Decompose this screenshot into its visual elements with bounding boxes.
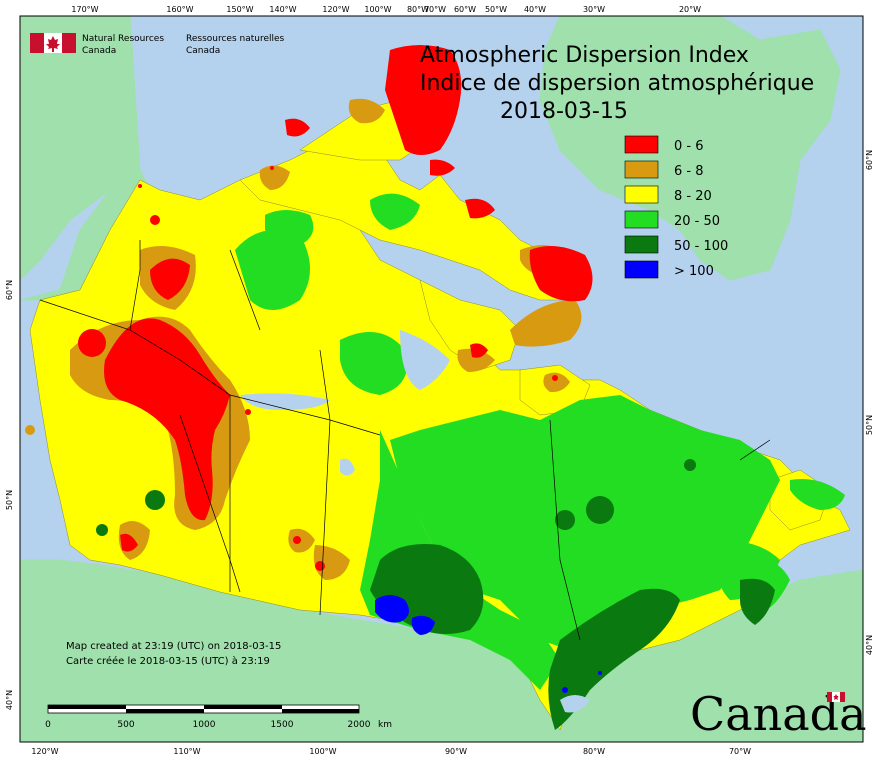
legend-swatch-over-100 (624, 260, 659, 279)
bottom-tick-label: 80°W (583, 747, 605, 756)
top-tick-label: 50°W (485, 5, 507, 14)
left-latitude-ticks: 60°N 50°N 40°N (5, 280, 14, 710)
index-over-100-regions (375, 595, 602, 693)
top-tick-label: 30°W (583, 5, 605, 14)
right-tick-label: 60°N (865, 150, 874, 170)
canada-wordmark: Canada (690, 687, 867, 741)
bottom-tick-label: 110°W (173, 747, 200, 756)
top-tick-label: 140°W (269, 5, 296, 14)
top-tick-label: 20°W (679, 5, 701, 14)
scale-label: 1500 (271, 720, 294, 730)
legend-label-over-100: > 100 (674, 264, 714, 279)
map-created-note-en: Map created at 23:19 (UTC) on 2018-03-15 (66, 641, 281, 652)
land-outside-canada (19, 15, 864, 743)
nrcan-flag-logo (30, 33, 76, 53)
legend: 0 - 6 6 - 8 8 - 20 20 - 50 50 - 100 > 10… (624, 135, 728, 279)
top-tick-label: 170°W (71, 5, 98, 14)
legend-swatch-20-50 (624, 210, 659, 229)
org-name-en-line2: Canada (82, 46, 116, 56)
map-title-en: Atmospheric Dispersion Index (420, 43, 749, 68)
legend-label-20-50: 20 - 50 (674, 214, 720, 229)
bottom-tick-label: 100°W (309, 747, 336, 756)
top-tick-label: 60°W (454, 5, 476, 14)
left-tick-label: 50°N (5, 490, 14, 510)
legend-swatch-8-20 (624, 185, 659, 204)
map-border (19, 15, 864, 743)
top-tick-label: 150°W (226, 5, 253, 14)
province-borders (39, 240, 771, 641)
left-tick-label: 40°N (5, 690, 14, 710)
scale-label: 0 (45, 720, 51, 730)
org-name-fr-line2: Canada (186, 46, 220, 56)
scale-label: 500 (117, 720, 134, 730)
top-tick-label: 40°W (524, 5, 546, 14)
bottom-longitude-ticks: 120°W 110°W 100°W 90°W 80°W 70°W (31, 747, 751, 756)
legend-label-50-100: 50 - 100 (674, 239, 728, 254)
org-name-en-line1: Natural Resources (82, 34, 164, 44)
legend-label-0-6: 0 - 6 (674, 139, 704, 154)
right-latitude-ticks: 60°N 50°N 40°N (865, 150, 874, 655)
top-tick-label: 160°W (166, 5, 193, 14)
scale-bar: 0 500 1000 1500 2000 km (45, 704, 392, 730)
bottom-tick-label: 70°W (729, 747, 751, 756)
scale-label: 2000 (348, 720, 371, 730)
legend-swatch-0-6 (624, 135, 659, 154)
legend-label-6-8: 6 - 8 (674, 164, 704, 179)
scale-label: 1000 (193, 720, 216, 730)
legend-label-8-20: 8 - 20 (674, 189, 712, 204)
org-name-fr-line1: Ressources naturelles (186, 34, 285, 44)
legend-swatch-50-100 (624, 235, 659, 254)
left-tick-label: 60°N (5, 280, 14, 300)
top-tick-label: 100°W (364, 5, 391, 14)
top-tick-label: 70°W (424, 5, 446, 14)
legend-swatch-6-8 (624, 160, 659, 179)
right-tick-label: 50°N (865, 415, 874, 435)
lakes (240, 330, 590, 713)
right-tick-label: 40°N (865, 635, 874, 655)
bottom-tick-label: 90°W (445, 747, 467, 756)
scale-unit: km (378, 720, 392, 730)
map-created-note-fr: Carte créée le 2018-03-15 (UTC) à 23:19 (66, 655, 270, 667)
top-tick-label: 80°W (407, 5, 429, 14)
top-longitude-ticks: 170°W 160°W 150°W 140°W 120°W 100°W 80°W… (71, 5, 701, 14)
map-title-fr: Indice de dispersion atmosphérique (420, 71, 814, 96)
top-tick-label: 120°W (322, 5, 349, 14)
bottom-tick-label: 120°W (31, 747, 58, 756)
map-date: 2018-03-15 (500, 99, 628, 124)
